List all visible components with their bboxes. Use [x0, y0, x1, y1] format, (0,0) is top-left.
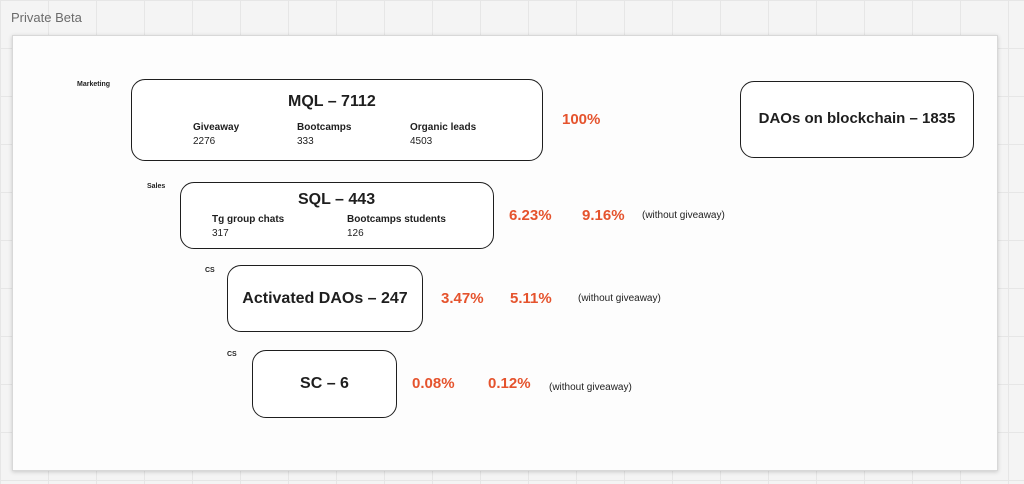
frame-title: Private Beta — [11, 10, 82, 25]
sql-title: SQL – 443 — [298, 191, 376, 208]
source-label: Organic leads — [410, 122, 477, 133]
cs-tag-activated: CS — [205, 267, 215, 274]
cs-tag-sc: CS — [227, 351, 237, 358]
sql-box[interactable] — [180, 182, 494, 249]
source-value: 2276 — [193, 136, 216, 147]
sc-percentage-without-giveaway: 0.12% — [488, 375, 531, 392]
daos-box[interactable] — [740, 81, 974, 158]
sc-note: (without giveaway) — [549, 382, 632, 393]
marketing-tag: Marketing — [77, 81, 111, 88]
sc-title: SC – 6 — [300, 375, 349, 392]
sql-percentage-without-giveaway: 9.16% — [582, 207, 625, 224]
source-value: 126 — [347, 228, 364, 239]
sales-tag: Sales — [147, 183, 166, 190]
daos-title: DAOs on blockchain – 1835 — [758, 110, 956, 127]
sql-percentage: 6.23% — [509, 207, 552, 224]
activated-percentage: 3.47% — [441, 290, 484, 307]
source-value: 317 — [212, 228, 229, 239]
source-label: Bootcamps students — [347, 214, 446, 225]
activated-title: Activated DAOs – 247 — [242, 290, 408, 307]
mql-percentage: 100% — [562, 111, 601, 128]
mql-title: MQL – 7112 — [288, 93, 376, 110]
sql-source-bootcamp-students: Bootcamps students 126 — [347, 213, 446, 241]
mql-box[interactable] — [131, 79, 543, 161]
activated-percentage-without-giveaway: 5.11% — [510, 290, 552, 307]
sc-percentage: 0.08% — [412, 375, 455, 392]
sql-note: (without giveaway) — [642, 210, 725, 221]
activated-box[interactable] — [227, 265, 423, 332]
source-value: 4503 — [410, 136, 433, 147]
activated-note: (without giveaway) — [578, 293, 661, 304]
source-label: Tg group chats — [212, 214, 285, 225]
source-label: Giveaway — [193, 122, 240, 133]
mql-source-giveaway: Giveaway 2276 — [193, 121, 239, 149]
mql-source-bootcamps: Bootcamps 333 — [297, 121, 351, 149]
sc-box[interactable] — [252, 350, 397, 418]
mql-source-organic: Organic leads 4503 — [410, 121, 476, 149]
source-value: 333 — [297, 136, 314, 147]
sql-source-tg-chats: Tg group chats 317 — [212, 213, 284, 241]
source-label: Bootcamps — [297, 122, 352, 133]
